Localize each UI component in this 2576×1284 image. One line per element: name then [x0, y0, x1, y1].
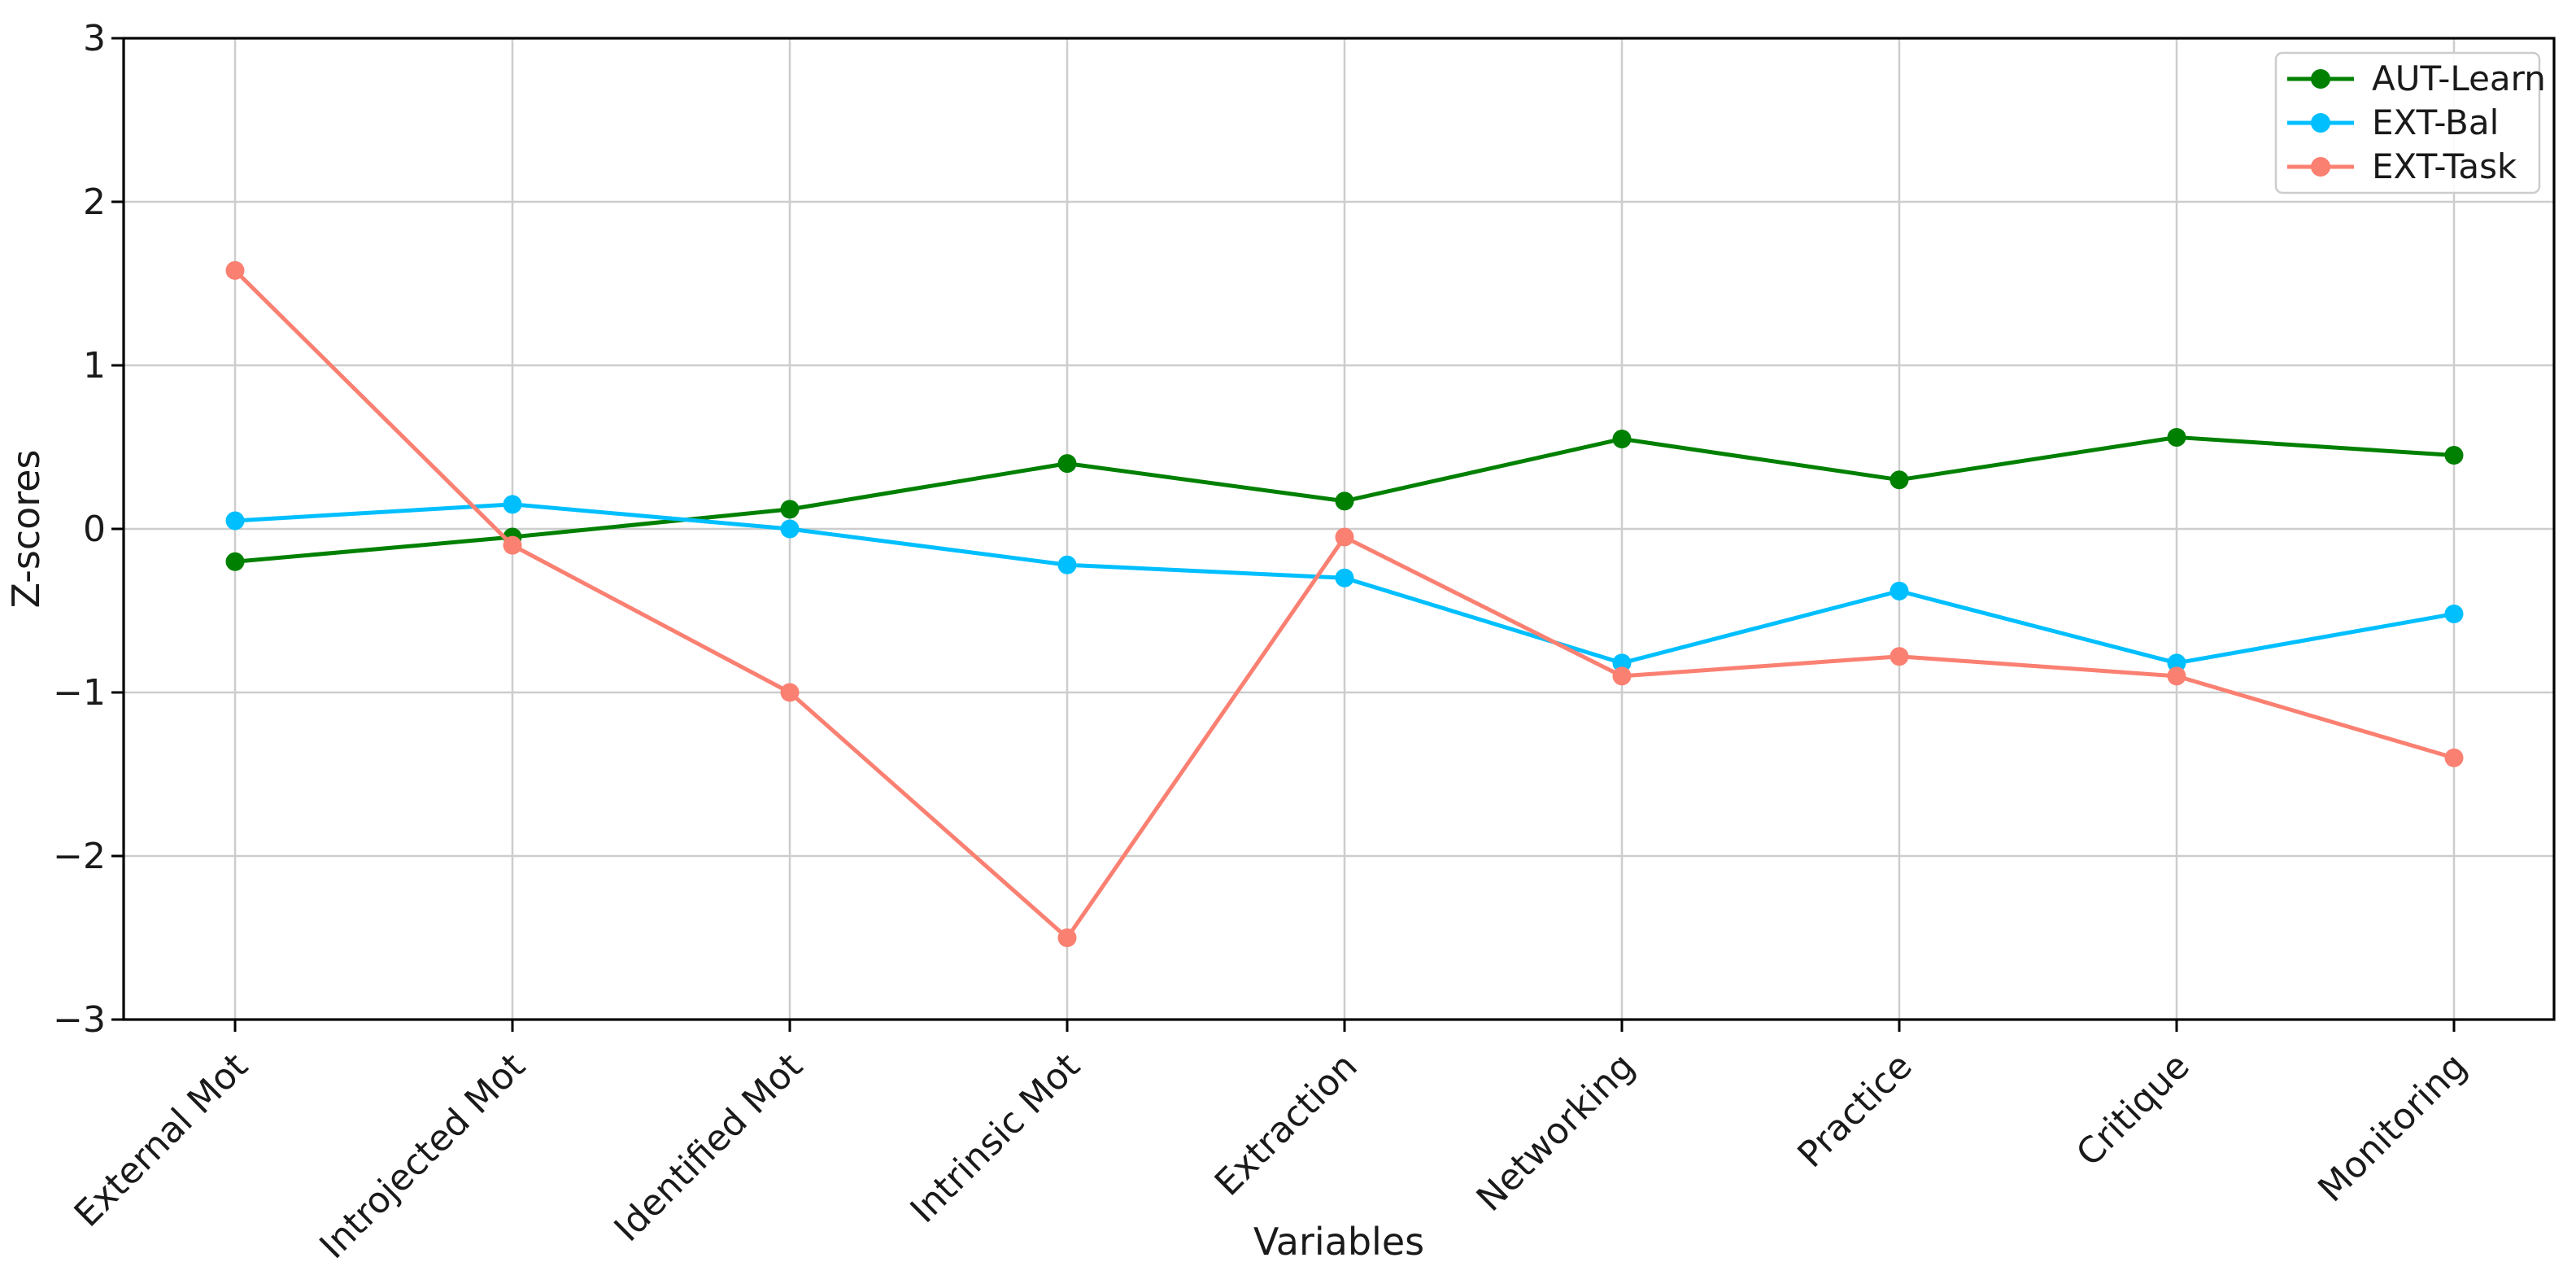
- data-point-EXT-Task: [2444, 748, 2464, 767]
- data-point-EXT-Bal: [225, 511, 245, 531]
- data-point-EXT-Bal: [1890, 581, 1909, 601]
- legend-entry-label: EXT-Bal: [2372, 103, 2499, 142]
- x-tick-label: Monitoring: [2310, 1046, 2474, 1210]
- data-point-EXT-Bal: [780, 519, 800, 539]
- legend-marker: [2311, 157, 2330, 177]
- data-point-AUT-Learn: [1890, 470, 1909, 490]
- y-tick-label: 0: [83, 509, 106, 550]
- data-point-EXT-Bal: [1335, 568, 1354, 587]
- x-tick-label: Extraction: [1207, 1046, 1366, 1204]
- x-tick-label: Critique: [2068, 1046, 2198, 1175]
- data-point-EXT-Bal: [2167, 653, 2186, 673]
- x-tick-label: External Mot: [67, 1046, 256, 1235]
- data-point-AUT-Learn: [1335, 491, 1354, 511]
- data-point-EXT-Task: [225, 260, 245, 280]
- x-tick-label: Practice: [1789, 1046, 1920, 1176]
- legend: AUT-Learn EXT-Bal EXT-Task: [2274, 51, 2546, 194]
- data-point-EXT-Task: [780, 683, 800, 702]
- data-point-EXT-Task: [503, 535, 522, 555]
- axes: 3 2 1 0 −1 −2 −3 External Mot Introjected Mot Ide…: [53, 18, 2556, 1267]
- data-point-EXT-Task: [2167, 666, 2186, 686]
- data-point-AUT-Learn: [1612, 429, 1632, 448]
- legend-entry-label: EXT-Task: [2372, 146, 2517, 186]
- data-point-AUT-Learn: [780, 500, 800, 519]
- data-point-AUT-Learn: [2444, 446, 2464, 465]
- data-point-EXT-Task: [1335, 527, 1354, 547]
- x-tick-label: Introjected Mot: [312, 1046, 534, 1267]
- y-tick-label: 2: [83, 181, 106, 223]
- data-point-AUT-Learn: [2167, 427, 2186, 447]
- data-point-EXT-Bal: [1612, 653, 1632, 673]
- x-tick-label: Intrinsic Mot: [903, 1046, 1088, 1231]
- y-tick-label: −1: [53, 672, 106, 714]
- y-tick-label: 3: [83, 18, 106, 59]
- data-point-EXT-Bal: [2444, 605, 2464, 624]
- legend-entry-label: AUT-Learn: [2372, 59, 2546, 98]
- data-point-EXT-Bal: [1057, 555, 1077, 574]
- y-tick-label: −3: [53, 999, 106, 1041]
- y-axis-title: Z-scores: [4, 450, 48, 609]
- y-tick-label: 1: [83, 345, 106, 387]
- data-series: [225, 260, 2464, 947]
- data-point-EXT-Task: [1057, 928, 1077, 947]
- legend-box: [2274, 51, 2541, 194]
- x-tick-label: Networking: [1469, 1046, 1643, 1220]
- legend-marker: [2311, 113, 2330, 133]
- x-axis-title: Variables: [1253, 1220, 1424, 1264]
- y-tick-label: −2: [53, 836, 106, 877]
- data-point-EXT-Task: [1890, 647, 1909, 666]
- data-point-AUT-Learn: [225, 552, 245, 571]
- legend-marker: [2311, 69, 2330, 89]
- gridlines: [124, 37, 2554, 1021]
- data-point-AUT-Learn: [1057, 454, 1077, 474]
- data-point-EXT-Task: [1612, 666, 1632, 686]
- data-point-EXT-Bal: [503, 495, 522, 514]
- x-tick-label: Identified Mot: [607, 1046, 811, 1250]
